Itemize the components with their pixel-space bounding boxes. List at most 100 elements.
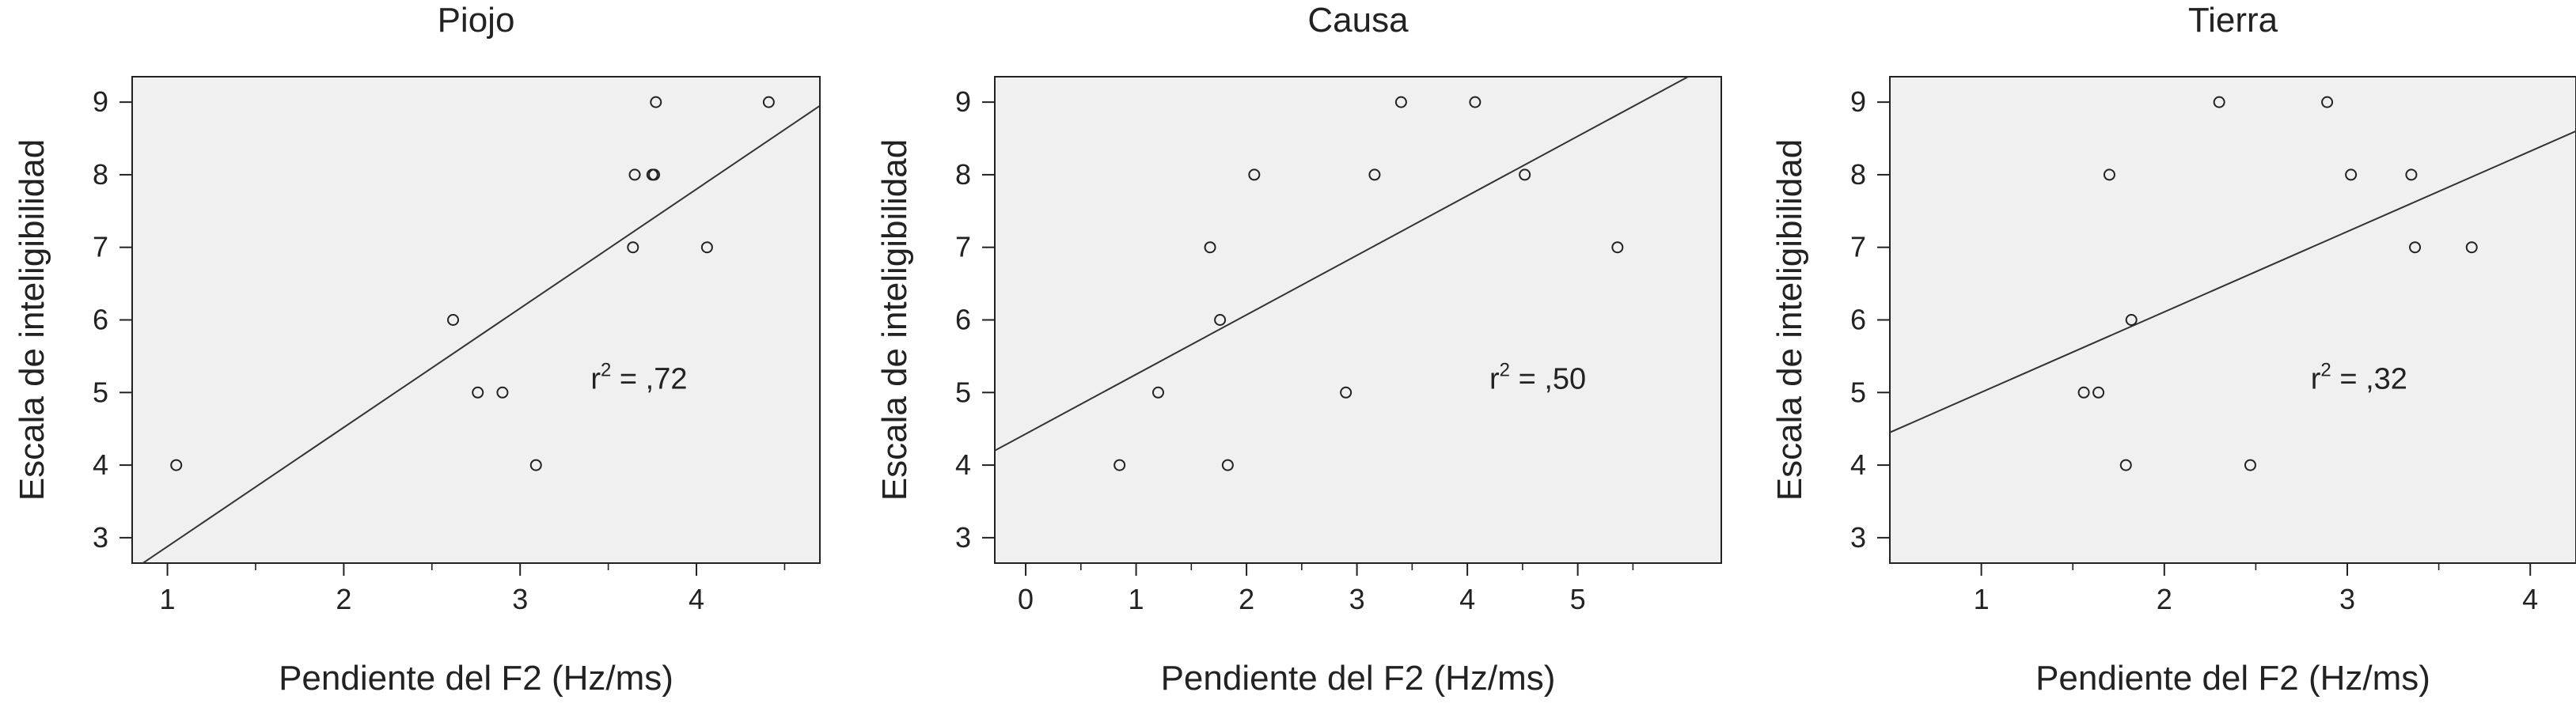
data-point	[2092, 386, 2105, 399]
data-point	[2125, 314, 2138, 326]
plot-area	[994, 76, 1722, 564]
plot-area	[131, 76, 821, 564]
x-tick-label: 4	[1459, 583, 1475, 615]
x-tick-label: 5	[1570, 583, 1586, 615]
data-point	[2405, 168, 2418, 181]
data-point	[2077, 386, 2090, 399]
x-tick-label: 4	[2522, 583, 2538, 615]
x-tick-label: 1	[160, 583, 176, 615]
y-tick-label: 9	[955, 85, 971, 118]
x-axis-label: Pendiente del F2 (Hz/ms)	[2035, 659, 2430, 698]
data-point	[2244, 459, 2256, 471]
y-tick-label: 9	[1850, 85, 1866, 118]
y-tick-label: 6	[955, 304, 971, 336]
data-point	[2213, 96, 2225, 108]
data-point	[1340, 386, 1352, 399]
data-point	[1611, 241, 1624, 254]
y-tick-label: 3	[955, 521, 971, 554]
y-tick-label: 7	[1850, 231, 1866, 263]
chart-title: Causa	[1307, 1, 1409, 40]
r-squared-annotation: r2 = ,32	[2311, 360, 2407, 396]
chart-panel-1: Piojo 1 2 3 4 3 4 5 6 7 8 9 Pendiente del F2 (Hz/ms)…	[13, 1, 821, 698]
r-squared-value: = ,32	[2331, 363, 2407, 396]
chart-panel-2: Causa 0 1 2 3 4 5 3 4 5 6 7 8 9 Pendiente del F2 (Hz/m…	[875, 1, 1722, 698]
data-point	[2103, 168, 2115, 181]
data-point	[1519, 168, 1531, 181]
data-point	[1394, 96, 1407, 108]
chart-title: Tierra	[2188, 1, 2278, 40]
x-tick-label: 1	[1129, 583, 1144, 615]
data-point	[650, 96, 662, 108]
x-tick-label: 3	[2339, 583, 2355, 615]
chart-panel-3: Tierra 1 2 3 4 3 4 5 6 7 8 9 Pendiente del F2 (Hz/ms…	[1770, 1, 2576, 698]
y-tick-label: 5	[1850, 376, 1866, 408]
y-tick-label: 8	[1850, 158, 1866, 191]
data-point	[1221, 459, 1234, 471]
y-tick-label: 9	[93, 85, 108, 118]
data-point	[648, 168, 661, 181]
y-axis-label: Escala de inteligibilidad	[1770, 139, 1809, 501]
x-tick-label: 2	[2157, 583, 2172, 615]
data-point	[1368, 168, 1381, 181]
r-squared-value: = ,50	[1510, 363, 1586, 396]
data-point	[2409, 241, 2422, 254]
data-point	[2321, 96, 2334, 108]
r-squared-exponent: 2	[601, 360, 611, 381]
data-point	[2465, 241, 2478, 254]
y-tick-label: 4	[93, 448, 108, 481]
y-tick-label: 6	[1850, 304, 1866, 336]
data-point	[1469, 96, 1481, 108]
x-tick-label: 2	[336, 583, 351, 615]
y-tick-label: 8	[93, 158, 108, 191]
x-tick-label: 3	[512, 583, 528, 615]
data-point	[628, 168, 641, 181]
x-axis-label: Pendiente del F2 (Hz/ms)	[279, 659, 673, 698]
data-point	[496, 386, 509, 399]
data-point	[529, 459, 542, 471]
x-tick-label: 1	[1974, 583, 1990, 615]
plot-area	[1889, 76, 2576, 564]
x-tick-label: 3	[1349, 583, 1365, 615]
y-tick-label: 4	[955, 448, 971, 481]
y-tick-label: 7	[93, 231, 108, 263]
regression-line	[1890, 130, 2576, 433]
data-point	[1248, 168, 1261, 181]
data-point	[1151, 386, 1164, 399]
data-point	[447, 314, 460, 326]
y-axis-label: Escala de inteligibilidad	[13, 139, 51, 501]
y-tick-label: 3	[93, 521, 108, 554]
r-squared-base: r	[1489, 363, 1500, 396]
data-point	[472, 386, 484, 399]
x-tick-label: 0	[1018, 583, 1034, 615]
regression-line	[995, 77, 1689, 452]
data-point	[2119, 459, 2132, 471]
x-tick-label: 4	[689, 583, 704, 615]
data-point	[1113, 459, 1126, 471]
x-tick-label: 2	[1239, 583, 1254, 615]
data-point	[762, 96, 775, 108]
r-squared-base: r	[590, 363, 601, 396]
data-point	[700, 241, 713, 254]
r-squared-exponent: 2	[2320, 360, 2331, 381]
chart-title: Piojo	[438, 1, 515, 40]
r-squared-exponent: 2	[1500, 360, 1510, 381]
data-point	[627, 241, 639, 254]
data-point	[2345, 168, 2358, 181]
data-point	[1214, 314, 1227, 326]
y-tick-label: 5	[93, 376, 108, 408]
y-axis-label: Escala de inteligibilidad	[875, 139, 914, 501]
y-tick-label: 3	[1850, 521, 1866, 554]
r-squared-annotation: r2 = ,72	[590, 360, 687, 396]
y-tick-label: 6	[93, 304, 108, 336]
data-point	[170, 459, 183, 471]
y-tick-label: 8	[955, 158, 971, 191]
y-tick-label: 7	[955, 231, 971, 263]
r-squared-value: = ,72	[611, 363, 687, 396]
r-squared-base: r	[2311, 363, 2321, 396]
x-axis-label: Pendiente del F2 (Hz/ms)	[1161, 659, 1556, 698]
r-squared-annotation: r2 = ,50	[1489, 360, 1586, 396]
y-tick-label: 4	[1850, 448, 1866, 481]
data-point	[1204, 241, 1216, 254]
regression-line	[141, 104, 820, 563]
